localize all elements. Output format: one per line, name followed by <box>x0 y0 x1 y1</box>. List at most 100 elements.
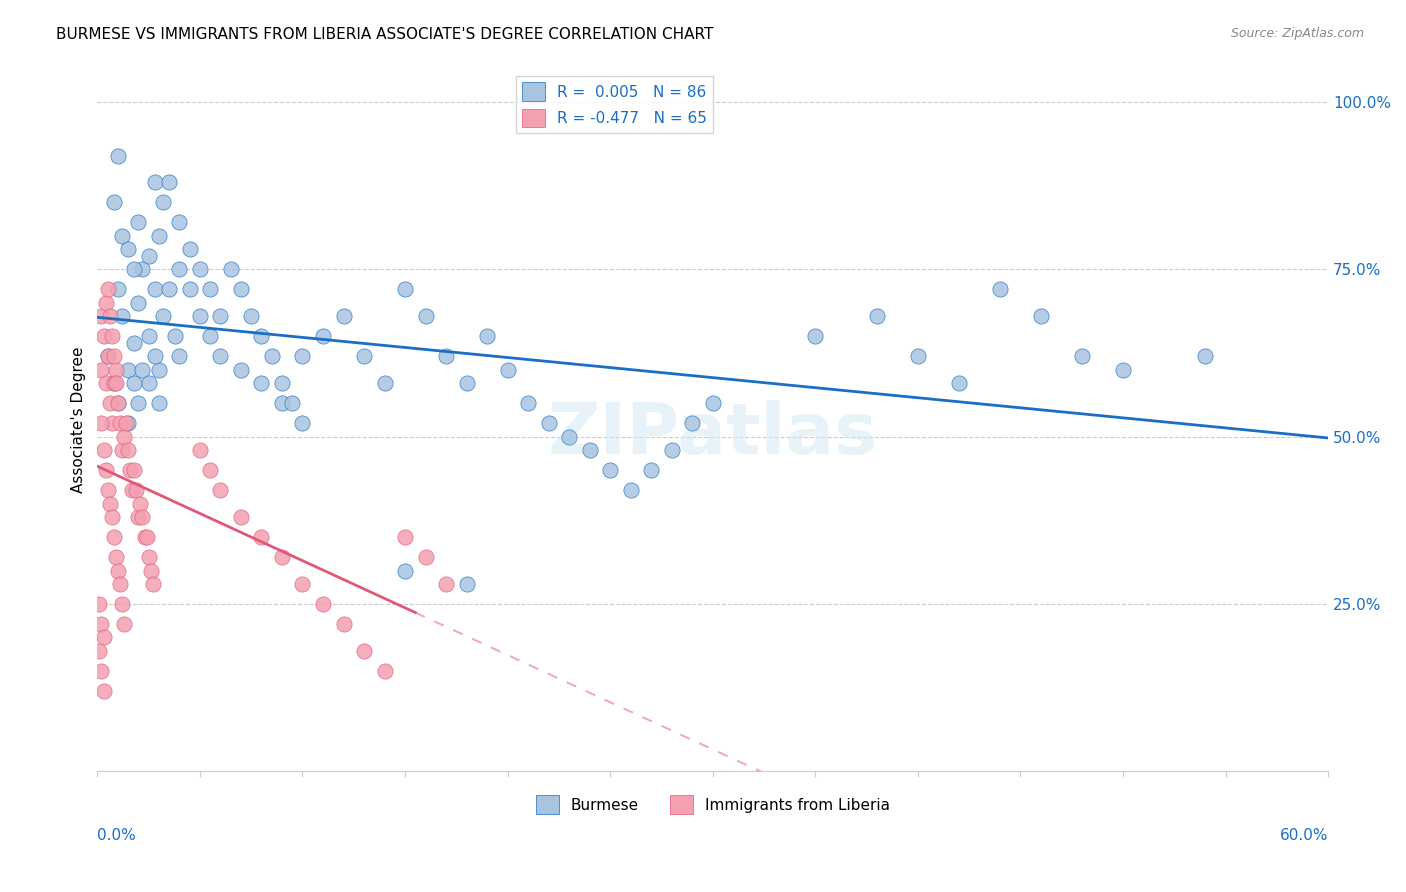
Point <box>517 396 540 410</box>
Point <box>129 497 152 511</box>
Point <box>188 309 211 323</box>
Point <box>103 376 125 391</box>
Point <box>169 262 191 277</box>
Point <box>179 282 201 296</box>
Point <box>157 175 180 189</box>
Text: ZIPatlas: ZIPatlas <box>548 400 877 468</box>
Point <box>94 295 117 310</box>
Point <box>124 376 146 391</box>
Point <box>90 309 112 323</box>
Point <box>209 309 232 323</box>
Point <box>115 417 138 431</box>
Point <box>98 309 121 323</box>
Text: Source: ZipAtlas.com: Source: ZipAtlas.com <box>1230 27 1364 40</box>
Point <box>434 577 457 591</box>
Point <box>1029 309 1052 323</box>
Point <box>98 497 121 511</box>
Point <box>111 443 134 458</box>
Point <box>138 329 160 343</box>
Point <box>138 249 160 263</box>
Text: 60.0%: 60.0% <box>1279 828 1329 843</box>
Point <box>165 329 187 343</box>
Point <box>229 510 252 524</box>
Point <box>152 195 174 210</box>
Point <box>107 564 129 578</box>
Point <box>148 363 170 377</box>
Point <box>578 443 600 458</box>
Point <box>229 282 252 296</box>
Point <box>291 350 314 364</box>
Point <box>104 363 127 377</box>
Point <box>250 530 273 544</box>
Point <box>94 376 117 391</box>
Point <box>332 617 354 632</box>
Point <box>219 262 242 277</box>
Point <box>415 550 437 565</box>
Point <box>117 363 139 377</box>
Point <box>90 664 112 678</box>
Point <box>98 396 121 410</box>
Point <box>117 417 139 431</box>
Point <box>139 564 162 578</box>
Point <box>90 363 112 377</box>
Point <box>260 350 283 364</box>
Point <box>124 335 146 350</box>
Point <box>111 228 134 243</box>
Point <box>394 564 416 578</box>
Point <box>271 550 294 565</box>
Point <box>100 417 122 431</box>
Point <box>134 530 156 544</box>
Point <box>108 417 131 431</box>
Point <box>537 417 560 431</box>
Point <box>866 309 889 323</box>
Point <box>1194 350 1216 364</box>
Point <box>103 350 125 364</box>
Point <box>640 463 662 477</box>
Point <box>103 530 125 544</box>
Point <box>117 443 139 458</box>
Point <box>103 376 125 391</box>
Point <box>89 644 111 658</box>
Point <box>90 617 112 632</box>
Point <box>394 530 416 544</box>
Point <box>93 329 115 343</box>
Point <box>120 463 142 477</box>
Point <box>89 597 111 611</box>
Point <box>125 483 148 498</box>
Point <box>229 363 252 377</box>
Point <box>127 510 149 524</box>
Point <box>281 396 304 410</box>
Point <box>124 262 146 277</box>
Point <box>188 443 211 458</box>
Point <box>90 417 112 431</box>
Point <box>558 430 581 444</box>
Point <box>353 350 375 364</box>
Point <box>188 262 211 277</box>
Point <box>620 483 643 498</box>
Point <box>100 510 122 524</box>
Point <box>198 282 221 296</box>
Point <box>93 631 115 645</box>
Point <box>107 148 129 162</box>
Point <box>661 443 683 458</box>
Point <box>131 262 153 277</box>
Point <box>291 577 314 591</box>
Point <box>135 530 157 544</box>
Point <box>456 376 478 391</box>
Point <box>127 396 149 410</box>
Point <box>179 242 201 256</box>
Point <box>373 664 395 678</box>
Point <box>198 329 221 343</box>
Point <box>111 309 134 323</box>
Point <box>93 684 115 698</box>
Point <box>415 309 437 323</box>
Point <box>240 309 263 323</box>
Point <box>702 396 724 410</box>
Point <box>97 282 120 296</box>
Point <box>143 282 166 296</box>
Point <box>117 242 139 256</box>
Point <box>127 295 149 310</box>
Point <box>394 282 416 296</box>
Point <box>599 463 621 477</box>
Point <box>112 430 135 444</box>
